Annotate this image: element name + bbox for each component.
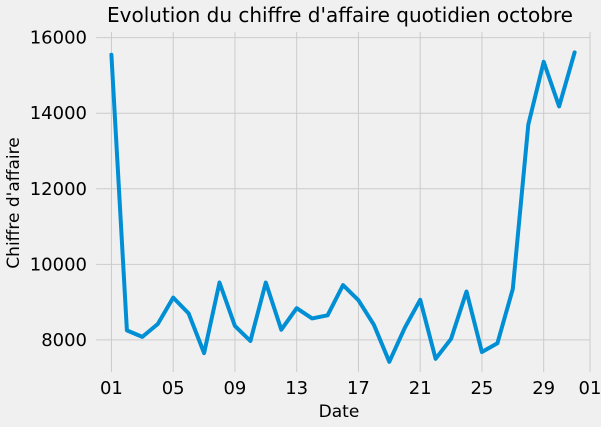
- x-tick-label: 09: [223, 378, 246, 399]
- series-group: [109, 50, 577, 364]
- y-tick-label: 12000: [30, 179, 87, 200]
- x-tick-label: 01: [579, 378, 601, 399]
- y-axis-label: Chiffre d'affaire: [4, 137, 24, 268]
- y-axis-ticks: 8000 10000 12000 14000 16000: [30, 28, 87, 351]
- x-tick-label: 29: [532, 378, 555, 399]
- chart-title: Evolution du chiffre d'affaire quotidien…: [107, 3, 573, 27]
- x-tick-label: 05: [162, 378, 185, 399]
- y-tick-label: 14000: [30, 103, 87, 124]
- y-tick-label: 8000: [41, 330, 87, 351]
- series-line: [109, 50, 577, 364]
- grid: [96, 32, 591, 372]
- x-tick-label: 13: [285, 378, 308, 399]
- x-axis-ticks: 01 05 09 13 17 21 25 29 01: [100, 378, 601, 399]
- y-tick-label: 10000: [30, 254, 87, 275]
- x-tick-label: 01: [100, 378, 123, 399]
- y-tick-label: 16000: [30, 28, 87, 49]
- x-axis-label: Date: [319, 402, 360, 422]
- x-tick-label: 25: [470, 378, 493, 399]
- x-tick-label: 17: [347, 378, 370, 399]
- x-tick-label: 21: [409, 378, 432, 399]
